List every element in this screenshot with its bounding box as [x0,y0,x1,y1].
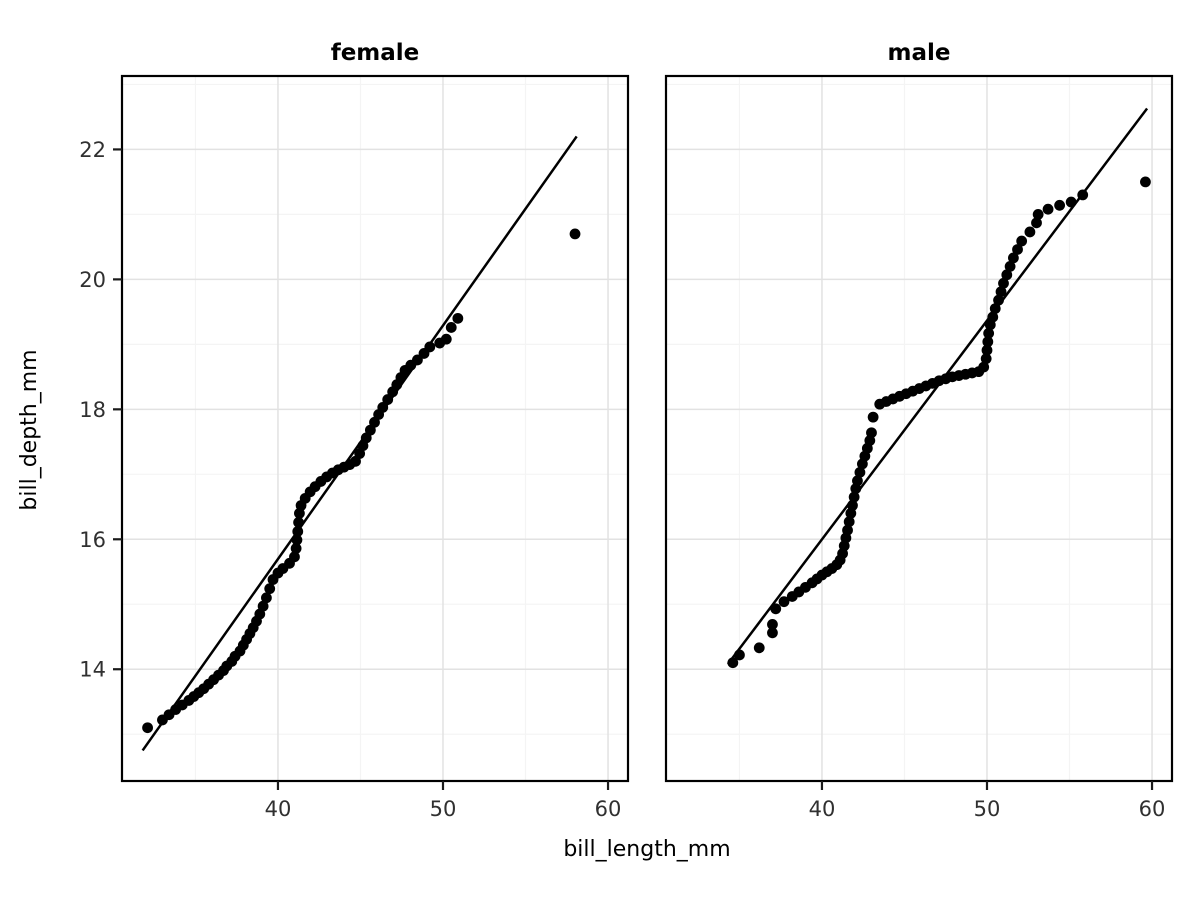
facet-label-male: male [888,40,951,66]
data-point [727,657,739,669]
data-point [1016,235,1028,247]
y-tick-label: 18 [79,398,106,422]
data-point [978,361,990,373]
data-point [770,603,782,615]
panel-border [120,74,630,783]
panel-border [664,74,1174,783]
data-point [867,411,879,423]
data-point [981,344,993,356]
data-point [569,228,581,240]
data-point [767,619,778,630]
x-tick-label: 60 [1139,797,1166,821]
y-tick-label: 16 [79,528,106,552]
data-point [289,551,300,563]
data-point [982,336,994,348]
data-point [1024,226,1036,238]
x-tick-label: 40 [809,797,836,821]
qq-fit-line [726,107,1149,665]
data-point [995,286,1007,298]
data-point [1001,269,1013,281]
data-point [1012,244,1023,255]
data-point [993,294,1004,306]
data-point [1077,189,1089,201]
data-point [257,600,269,612]
data-point [843,516,855,528]
data-point [848,491,860,503]
data-point [445,322,457,333]
data-point [292,526,304,537]
panel-background [666,76,1172,781]
data-point [377,401,389,413]
data-point [264,583,276,595]
x-tick-label: 60 [595,797,622,821]
data-point [440,333,452,345]
data-point [734,649,745,661]
data-point [842,524,853,536]
data-point [980,353,992,365]
data-point [261,592,272,604]
x-tick-label: 50 [974,797,1001,821]
data-point [778,596,790,608]
data-point [1008,252,1019,264]
data-point [452,312,464,324]
data-point [1065,196,1077,208]
y-tick-label: 14 [79,658,106,682]
data-point [1031,217,1042,229]
data-point [852,475,863,487]
y-tick-label: 20 [79,268,106,292]
data-point [1004,260,1016,272]
facet-label-female: female [331,40,420,66]
data-point [291,534,303,546]
x-tick-label: 50 [430,797,457,821]
data-point [998,277,1009,289]
data-point [1042,203,1054,215]
data-point [1054,199,1066,211]
y-axis-title: bill_depth_mm [17,349,42,510]
data-point [989,303,1001,315]
data-point [767,627,778,639]
data-point [1032,209,1044,220]
data-point [290,542,302,554]
data-point [983,327,995,339]
data-point [1140,176,1151,188]
data-point [424,341,436,353]
data-point [854,466,866,478]
data-point [382,394,394,405]
data-point [412,354,423,366]
data-point [866,427,877,439]
data-point [847,500,858,511]
data-point [753,642,765,654]
data-point [142,722,153,734]
data-point [987,311,999,323]
y-tick-label: 22 [79,138,106,162]
data-point [293,516,304,528]
x-tick-label: 40 [265,797,292,821]
x-axis-title: bill_length_mm [563,837,730,862]
